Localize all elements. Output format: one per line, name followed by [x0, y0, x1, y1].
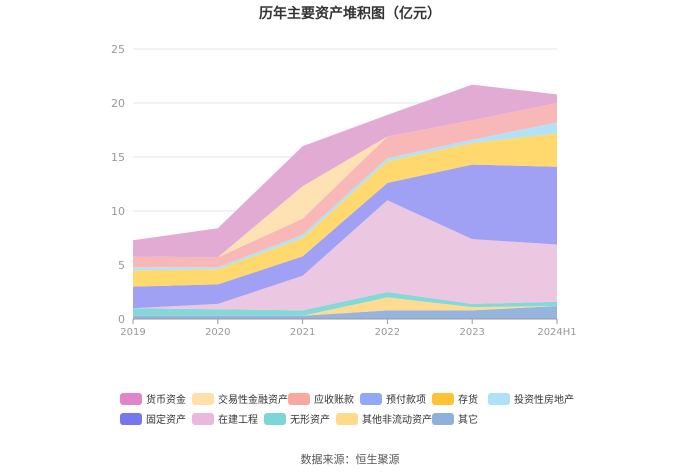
legend-swatch [488, 392, 510, 405]
data-source: 数据来源：恒生聚源 [300, 453, 400, 466]
x-tick-label: 2021 [290, 327, 315, 338]
legend-swatch [360, 392, 382, 405]
legend-item[interactable]: 其它 [432, 408, 488, 426]
legend-swatch [192, 412, 214, 425]
area-series-3[interactable] [133, 200, 557, 311]
area-series-6[interactable] [133, 133, 557, 287]
legend: 货币资金 交易性金融资产 应收账款 预付款项 存货 投资性房地产固定资产 在建工程 无形资产 其… [120, 388, 600, 428]
legend-label: 其他非流动资产 [362, 415, 432, 426]
legend-item[interactable]: 预付款项 [360, 388, 432, 406]
axis-layer: 0 5 10 15 20 25 2019 2020 2021 2022 2023 2024H1 [111, 43, 577, 338]
legend-swatch [192, 392, 214, 405]
area-series-10[interactable] [133, 84, 557, 258]
legend-swatch [432, 392, 454, 405]
legend-label: 固定资产 [146, 415, 186, 426]
area-series-1[interactable] [133, 297, 557, 316]
x-tick-label: 2019 [120, 327, 145, 338]
legend-item[interactable]: 交易性金融资产 [192, 388, 288, 406]
legend-label: 其它 [458, 415, 478, 426]
legend-row: 固定资产 在建工程 无形资产 其他非流动资产 其它 [120, 408, 600, 426]
area-series-0[interactable] [133, 306, 557, 319]
area-series-2[interactable] [133, 292, 557, 316]
legend-item[interactable]: 在建工程 [192, 408, 264, 426]
legend-item[interactable]: 其他非流动资产 [336, 408, 432, 426]
y-tick-label: 20 [111, 97, 125, 110]
legend-label: 无形资产 [290, 415, 330, 426]
legend-swatch [120, 392, 142, 405]
legend-swatch [336, 412, 358, 425]
legend-swatch [120, 412, 142, 425]
y-tick-label: 5 [118, 259, 125, 272]
legend-item[interactable]: 货币资金 [120, 388, 192, 406]
legend-item[interactable]: 应收账款 [288, 388, 360, 406]
y-tick-label: 25 [111, 43, 125, 56]
legend-label: 预付款项 [386, 395, 426, 406]
legend-swatch [264, 412, 286, 425]
legend-label: 货币资金 [146, 395, 186, 406]
legend-label: 交易性金融资产 [218, 395, 288, 406]
legend-item[interactable]: 固定资产 [120, 408, 192, 426]
legend-label: 存货 [458, 395, 478, 406]
area-series-4[interactable] [133, 164, 557, 309]
x-tick-label: 2020 [205, 327, 230, 338]
y-tick-label: 10 [111, 205, 125, 218]
legend-label: 在建工程 [218, 415, 258, 426]
legend-item[interactable]: 投资性房地产 [488, 388, 584, 406]
y-tick-label: 0 [118, 313, 125, 326]
area-series-7[interactable] [133, 122, 557, 271]
legend-swatch [288, 392, 310, 405]
legend-row: 货币资金 交易性金融资产 应收账款 预付款项 存货 投资性房地产 [120, 388, 600, 406]
y-tick-label: 15 [111, 151, 125, 164]
area-series-8[interactable] [133, 103, 557, 268]
x-tick-label: 2022 [375, 327, 400, 338]
chart-title: 历年主要资产堆积图（亿元） [259, 6, 441, 22]
x-tick-label: 2023 [459, 327, 484, 338]
area-series-layer [133, 84, 557, 319]
legend-item[interactable]: 存货 [432, 388, 488, 406]
legend-item[interactable]: 无形资产 [264, 408, 336, 426]
legend-label: 投资性房地产 [514, 395, 574, 406]
x-tick-label: 2024H1 [537, 327, 576, 338]
legend-label: 应收账款 [314, 395, 354, 406]
legend-swatch [432, 412, 454, 425]
